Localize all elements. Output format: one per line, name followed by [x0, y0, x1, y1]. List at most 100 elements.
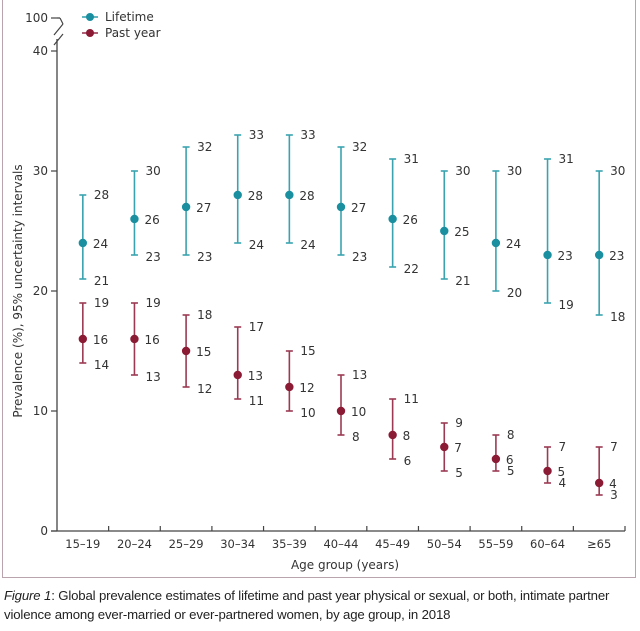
y-tick-label: 0 [40, 524, 48, 538]
past-year-lower-label: 4 [559, 476, 567, 490]
x-tick-label: ≥65 [587, 537, 611, 551]
past-year-value-label: 16 [144, 333, 159, 347]
lifetime-point [543, 250, 552, 260]
past-year-value-label: 4 [609, 477, 617, 491]
past-year-point [594, 478, 604, 488]
y-tick-label: 10 [33, 404, 48, 418]
lifetime-value-label: 26 [144, 213, 159, 227]
chart-marks: 2824213026233227233328243328243227233126… [78, 128, 625, 502]
past-year-value-label: 15 [196, 345, 211, 359]
past-year-value-label: 16 [93, 333, 108, 347]
lifetime-upper-label: 31 [559, 152, 574, 166]
x-tick-label: 35–39 [272, 537, 307, 551]
lifetime-point [336, 202, 346, 212]
lifetime-point [440, 226, 449, 236]
lifetime-point [233, 190, 242, 200]
past-year-point [181, 346, 191, 356]
axis-break-mark [53, 23, 64, 36]
lifetime-upper-label: 31 [404, 152, 419, 166]
x-tick-label: 30–34 [220, 537, 255, 551]
past-year-point [336, 406, 346, 416]
lifetime-upper-label: 30 [610, 164, 625, 178]
past-year-point [233, 370, 242, 380]
lifetime-lower-label: 24 [249, 238, 264, 252]
x-tick-label: 45–49 [375, 537, 410, 551]
x-tick-label: 20–24 [117, 537, 152, 551]
y-tick-label: 20 [33, 284, 48, 298]
y-tick-label: 30 [33, 164, 48, 178]
lifetime-upper-label: 30 [145, 164, 160, 178]
lifetime-upper-label: 33 [300, 128, 315, 142]
lifetime-value-label: 24 [506, 237, 521, 251]
past-year-point [543, 466, 552, 476]
lifetime-point [130, 214, 139, 224]
lifetime-point [388, 214, 397, 224]
lifetime-value-label: 25 [454, 225, 469, 239]
past-year-upper-label: 19 [94, 296, 109, 310]
past-year-point [388, 430, 397, 440]
axis-break-connector [59, 17, 64, 25]
past-year-lower-label: 12 [197, 382, 212, 396]
past-year-lower-label: 8 [352, 430, 360, 444]
lifetime-lower-label: 19 [559, 298, 574, 312]
y-axis-label: Prevalence (%), 95% uncertainty interval… [11, 164, 25, 417]
past-year-point [440, 442, 449, 452]
x-tick-label: 60–64 [530, 537, 565, 551]
past-year-lower-label: 6 [404, 454, 412, 468]
lifetime-point [491, 238, 501, 248]
lifetime-value-label: 27 [351, 201, 366, 215]
legend-label: Past year [105, 26, 161, 40]
lifetime-value-label: 28 [299, 189, 314, 203]
lifetime-point [181, 202, 191, 212]
lifetime-value-label: 24 [93, 237, 108, 251]
past-year-upper-label: 18 [197, 308, 212, 322]
x-axis-label: Age group (years) [291, 558, 399, 572]
caption-text: : Global prevalence estimates of lifetim… [4, 588, 610, 622]
lifetime-lower-label: 23 [197, 250, 212, 264]
past-year-value-label: 12 [299, 381, 314, 395]
lifetime-value-label: 23 [609, 249, 624, 263]
legend-marker [86, 29, 94, 37]
lifetime-lower-label: 21 [94, 274, 109, 288]
past-year-upper-label: 7 [559, 440, 567, 454]
lifetime-lower-label: 22 [404, 262, 419, 276]
past-year-upper-label: 13 [352, 368, 367, 382]
lifetime-lower-label: 21 [455, 274, 470, 288]
lifetime-upper-label: 32 [197, 140, 212, 154]
past-year-point [491, 454, 501, 464]
lifetime-upper-label: 28 [94, 188, 109, 202]
lifetime-value-label: 28 [248, 189, 263, 203]
past-year-value-label: 8 [403, 429, 411, 443]
lifetime-upper-label: 33 [249, 128, 264, 142]
legend: Lifetime Past year [82, 10, 161, 40]
past-year-lower-label: 5 [507, 464, 515, 478]
x-tick-label: 40–44 [323, 537, 358, 551]
past-year-lower-label: 10 [300, 406, 315, 420]
past-year-point [78, 334, 88, 344]
lifetime-value-label: 26 [403, 213, 418, 227]
past-year-upper-label: 11 [404, 392, 419, 406]
past-year-lower-label: 11 [249, 394, 264, 408]
x-tick-label: 15–19 [65, 537, 100, 551]
figure-label: Figure 1 [4, 588, 52, 603]
x-tick-label: 50–54 [427, 537, 462, 551]
y-tick-label: 100 [25, 11, 48, 25]
axis-break-mark [53, 33, 64, 46]
past-year-value-label: 13 [248, 369, 263, 383]
lifetime-lower-label: 24 [300, 238, 315, 252]
axes: 0 10 20 30 40 100 15–19 20–24 25–29 30–34 35–39 40–… [25, 11, 626, 551]
lifetime-lower-label: 23 [352, 250, 367, 264]
figure-caption: Figure 1: Global prevalence estimates of… [4, 586, 636, 624]
past-year-point [130, 334, 139, 344]
lifetime-upper-label: 30 [455, 164, 470, 178]
past-year-upper-label: 8 [507, 428, 515, 442]
lifetime-lower-label: 23 [145, 250, 160, 264]
lifetime-lower-label: 20 [507, 286, 522, 300]
lifetime-point [594, 250, 604, 260]
lifetime-point [285, 190, 294, 200]
lifetime-lower-label: 18 [610, 310, 625, 324]
past-year-value-label: 10 [351, 405, 366, 419]
past-year-lower-label: 14 [94, 358, 109, 372]
past-year-lower-label: 5 [455, 466, 463, 480]
chart-frame [2, 0, 636, 578]
